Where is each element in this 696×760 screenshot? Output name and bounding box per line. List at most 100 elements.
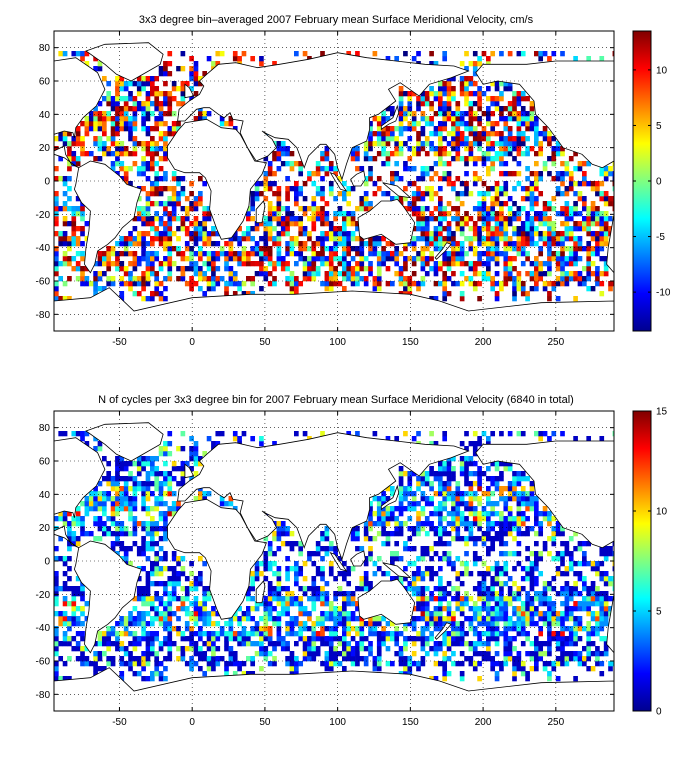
heatmap-cell <box>573 241 578 247</box>
heatmap-cell <box>132 146 138 152</box>
heatmap-cell <box>180 596 186 602</box>
heatmap-cell <box>420 101 426 107</box>
heatmap-cell <box>272 181 277 187</box>
heatmap-cell <box>136 231 142 237</box>
heatmap-cell <box>145 571 151 577</box>
heatmap-cell <box>119 266 125 272</box>
heatmap-cell <box>337 591 343 597</box>
heatmap-cell <box>381 191 386 197</box>
heatmap-cell <box>71 611 77 617</box>
heatmap-cell <box>494 156 500 162</box>
heatmap-cell <box>267 251 273 257</box>
heatmap-cell <box>376 511 382 517</box>
heatmap-cell <box>494 581 500 587</box>
heatmap-cell <box>119 616 125 622</box>
heatmap-cell <box>403 91 408 97</box>
heatmap-cell <box>560 146 565 152</box>
heatmap-cell <box>424 186 430 192</box>
heatmap-cell <box>507 636 513 642</box>
heatmap-cell <box>603 261 609 267</box>
heatmap-cell <box>520 496 526 502</box>
heatmap-cell <box>464 516 469 522</box>
heatmap-cell <box>420 576 426 582</box>
heatmap-cell <box>272 641 277 647</box>
heatmap-cell <box>499 221 504 227</box>
heatmap-cell <box>433 266 439 272</box>
heatmap-cell <box>150 526 155 532</box>
heatmap-cell <box>516 551 522 557</box>
heatmap-cell <box>525 476 530 482</box>
heatmap-cell <box>407 476 413 482</box>
heatmap-cell <box>110 656 116 662</box>
heatmap-cell <box>250 571 256 577</box>
heatmap-cell <box>490 211 496 217</box>
heatmap-cell <box>128 501 133 507</box>
heatmap-cell <box>525 111 530 117</box>
heatmap-cell <box>333 231 338 237</box>
heatmap-cell <box>376 241 382 247</box>
heatmap-cell <box>136 216 142 222</box>
heatmap-cell <box>62 231 68 237</box>
heatmap-cell <box>381 251 386 257</box>
heatmap-cell <box>486 121 491 127</box>
heatmap-cell <box>477 86 482 92</box>
heatmap-cell <box>141 116 146 122</box>
heatmap-cell <box>54 601 59 607</box>
heatmap-cell <box>150 581 155 587</box>
heatmap-cell <box>451 86 456 92</box>
heatmap-cell <box>494 131 500 137</box>
heatmap-cell <box>433 621 439 627</box>
heatmap-cell <box>560 271 565 277</box>
heatmap-cell <box>328 161 334 167</box>
heatmap-cell <box>433 661 439 667</box>
heatmap-cell <box>468 481 474 487</box>
heatmap-cell <box>163 91 168 97</box>
heatmap-cell <box>468 661 474 667</box>
heatmap-cell <box>324 166 330 172</box>
heatmap-cell <box>189 641 194 647</box>
heatmap-cell <box>355 546 360 552</box>
heatmap-cell <box>529 121 535 127</box>
heatmap-cell <box>110 261 116 267</box>
heatmap-cell <box>150 546 155 552</box>
heatmap-cell <box>158 291 164 297</box>
heatmap-cell <box>285 211 290 217</box>
heatmap-cell <box>333 271 338 277</box>
heatmap-cell <box>464 86 469 92</box>
heatmap-cell <box>424 231 430 237</box>
heatmap-cell <box>529 201 535 207</box>
heatmap-cell <box>237 621 242 627</box>
heatmap-cell <box>490 241 496 247</box>
heatmap-cell <box>315 206 321 212</box>
heatmap-cell <box>472 246 478 252</box>
heatmap-cell <box>189 656 194 662</box>
heatmap-cell <box>324 146 330 152</box>
heatmap-cell <box>132 116 138 122</box>
heatmap-cell <box>376 116 382 122</box>
heatmap-cell <box>534 656 539 662</box>
heatmap-cell <box>224 281 229 287</box>
heatmap-cell <box>110 631 116 637</box>
heatmap-cell <box>328 606 334 612</box>
heatmap-cell <box>446 671 452 677</box>
heatmap-cell <box>582 646 587 652</box>
heatmap-cell <box>302 611 308 617</box>
heatmap-cell <box>158 66 164 72</box>
heatmap-cell <box>276 166 282 172</box>
heatmap-cell <box>119 126 125 132</box>
heatmap-cell <box>346 581 352 587</box>
heatmap-cell <box>198 606 203 612</box>
heatmap-cell <box>80 141 85 147</box>
heatmap-cell <box>119 151 125 157</box>
heatmap-cell <box>328 276 334 282</box>
heatmap-cell <box>538 531 544 537</box>
heatmap-cell <box>499 616 504 622</box>
heatmap-cell <box>368 266 373 272</box>
heatmap-cell <box>241 261 247 267</box>
heatmap-cell <box>525 636 530 642</box>
heatmap-cell <box>158 236 164 242</box>
heatmap-cell <box>285 541 290 547</box>
heatmap-cell <box>464 501 469 507</box>
heatmap-cell <box>167 236 173 242</box>
heatmap-cell <box>433 171 439 177</box>
